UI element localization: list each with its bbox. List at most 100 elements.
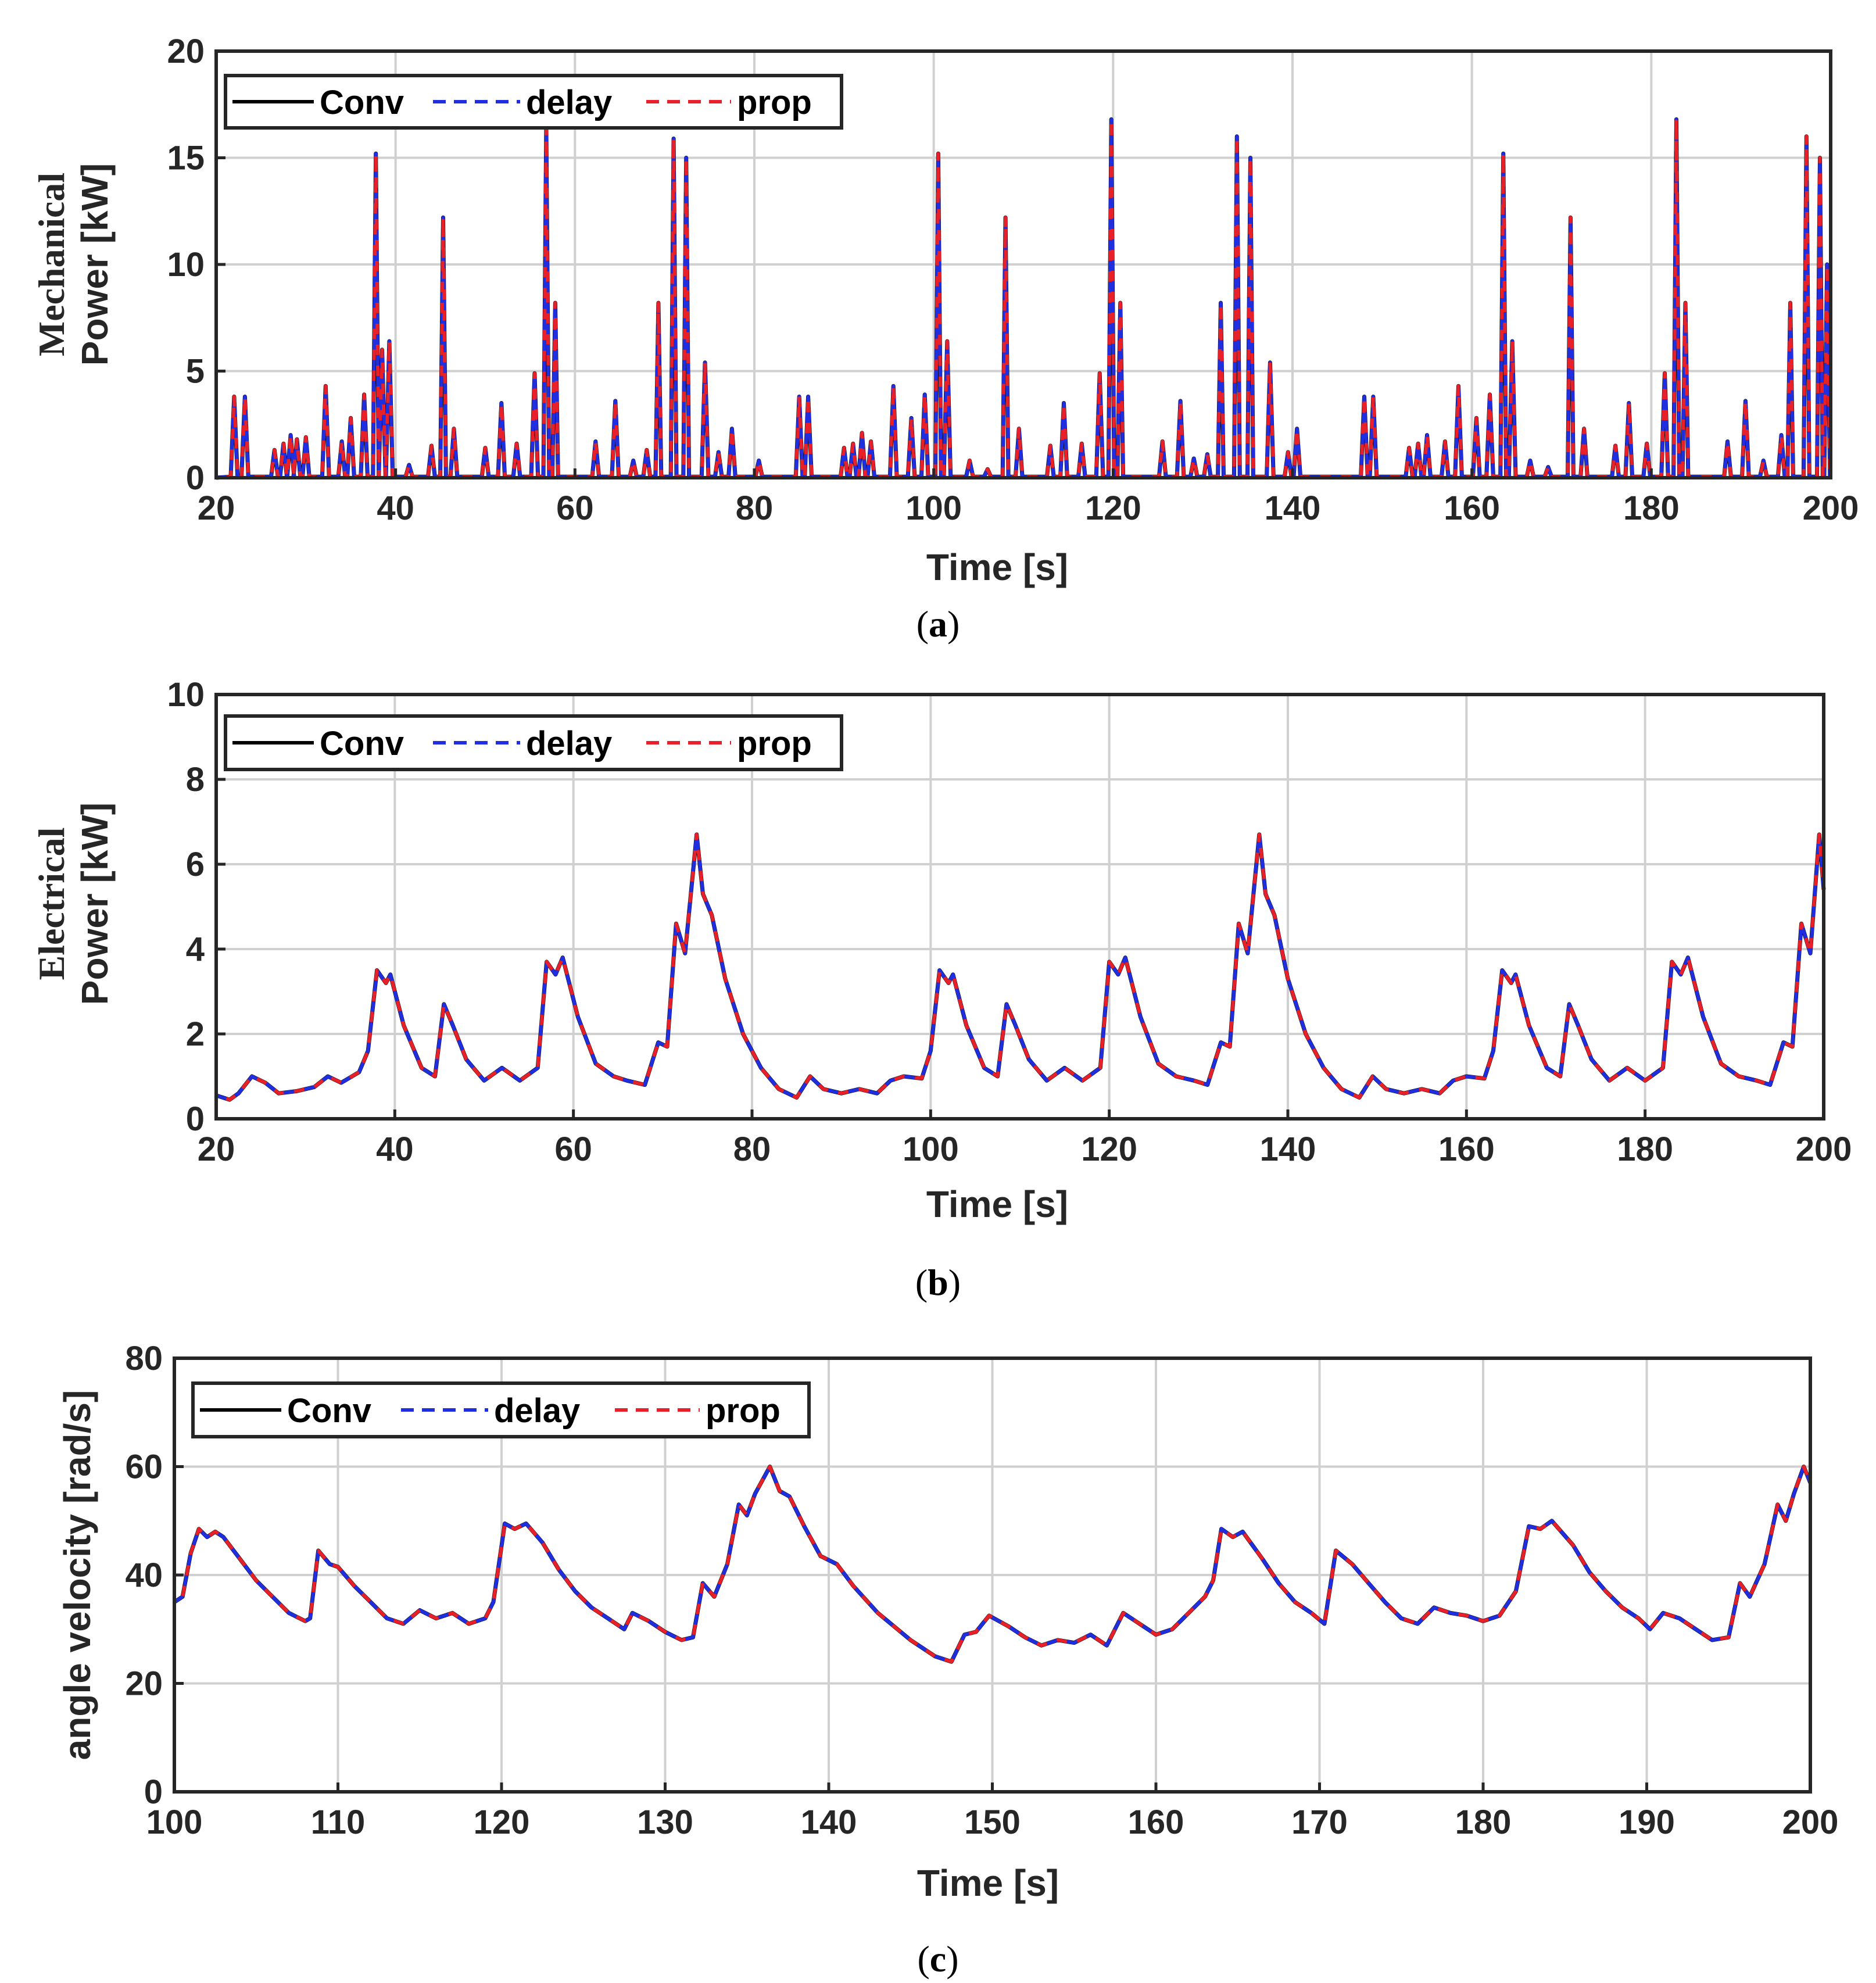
y-tick-label: 10 — [167, 246, 205, 284]
y-tick-label: 6 — [186, 846, 205, 883]
series-conv-line — [215, 832, 1826, 1102]
panel-c-y-axis-label: angle velocity [rad/s] — [56, 1390, 98, 1760]
x-tick-label: 150 — [964, 1803, 1021, 1841]
panel-b-legend-conv-label: Conv — [320, 725, 404, 763]
panel-a-series-conv — [216, 117, 1832, 480]
panel-a-legend-box — [224, 74, 843, 130]
x-tick-label: 40 — [376, 1130, 414, 1168]
panel-a: 20 40 60 80 100 120 140 160 180 200 0 5 10 15 20 Conv… — [31, 33, 1859, 645]
panel-b-legend-delay-label: delay — [526, 725, 612, 763]
x-tick-label: 160 — [1444, 489, 1500, 527]
x-tick-label: 200 — [1782, 1803, 1839, 1841]
panel-b-legend-prop-label: prop — [737, 725, 812, 763]
x-tick-label: 20 — [198, 489, 235, 527]
panel-b-x-axis-label: Time [s] — [926, 1183, 1068, 1225]
panel-a-legend-delay-label: delay — [526, 84, 612, 121]
y-tick-label: 0 — [144, 1773, 163, 1811]
x-tick-label: 100 — [905, 489, 962, 527]
x-tick-label: 180 — [1455, 1803, 1512, 1841]
panel-b-y-ticks: 0 2 4 6 8 10 — [167, 676, 225, 1138]
y-tick-label: 5 — [186, 353, 205, 391]
x-tick-label: 140 — [1265, 489, 1321, 527]
panel-b-legend-box — [224, 714, 843, 771]
panel-c-legend: Conv delay prop — [191, 1381, 811, 1438]
panel-a-x-ticks: 20 40 60 80 100 120 140 160 180 200 — [198, 468, 1859, 527]
x-tick-label: 110 — [311, 1803, 366, 1841]
panel-c-legend-prop-label: prop — [706, 1392, 781, 1430]
x-tick-label: 120 — [1085, 489, 1141, 527]
x-tick-label: 80 — [736, 489, 774, 527]
y-tick-label: 2 — [186, 1015, 205, 1053]
y-tick-label: 20 — [125, 1665, 163, 1703]
y-tick-label: 10 — [167, 676, 205, 714]
panel-b-legend: Conv delay prop — [224, 714, 843, 771]
series-prop-line — [216, 117, 1832, 479]
y-tick-label: 8 — [186, 761, 205, 799]
panel-a-y-axis-label-line1: Mechanical — [31, 173, 72, 356]
panel-a-legend-prop-label: prop — [737, 84, 812, 121]
y-tick-label: 15 — [167, 139, 205, 177]
panel-a-legend: Conv delay prop — [224, 74, 843, 130]
y-tick-label: 60 — [125, 1448, 163, 1486]
panel-b-y-axis-label-line1: Electrical — [31, 828, 72, 980]
y-tick-label: 4 — [186, 930, 205, 968]
series-prop-line — [216, 832, 1825, 1102]
panel-c-series-prop — [173, 1465, 1812, 1664]
panel-c-legend-conv-label: Conv — [287, 1392, 371, 1430]
y-tick-label: 0 — [186, 1100, 205, 1138]
panel-a-x-axis-label: Time [s] — [926, 546, 1068, 588]
x-tick-label: 40 — [377, 489, 414, 527]
x-tick-label: 180 — [1617, 1130, 1673, 1168]
panel-c-series-delay — [173, 1465, 1812, 1664]
x-tick-label: 20 — [198, 1130, 235, 1168]
panel-c-x-ticks: 100 110 120 130 140 150 160 170 180 190 200 — [146, 1782, 1839, 1841]
x-tick-label: 60 — [556, 489, 594, 527]
x-tick-label: 190 — [1619, 1803, 1675, 1841]
panel-c: 100 110 120 130 140 150 160 170 180 190 200 0 20 40 6… — [56, 1340, 1838, 1980]
panel-a-caption: (a) — [916, 603, 960, 645]
panel-b-series-prop — [216, 832, 1825, 1102]
x-tick-label: 120 — [1081, 1130, 1137, 1168]
panel-a-series-prop — [216, 117, 1832, 479]
x-tick-label: 140 — [801, 1803, 857, 1841]
x-tick-label: 80 — [733, 1130, 771, 1168]
series-conv-line — [216, 117, 1832, 480]
panel-b: 20 40 60 80 100 120 140 160 180 200 0 2 4 6 8 10 Conv … — [31, 676, 1852, 1303]
y-tick-label: 80 — [125, 1340, 163, 1377]
panel-c-legend-delay-label: delay — [494, 1392, 580, 1430]
y-tick-label: 20 — [167, 33, 205, 70]
panel-c-legend-box — [191, 1381, 811, 1438]
series-prop-line — [173, 1465, 1812, 1664]
panel-b-series-conv — [215, 832, 1826, 1102]
x-tick-label: 100 — [903, 1130, 959, 1168]
panel-b-y-axis-label-line2: Power [kW] — [74, 803, 116, 1005]
panel-c-x-axis-label: Time [s] — [917, 1862, 1059, 1904]
x-tick-label: 120 — [474, 1803, 530, 1841]
x-tick-label: 200 — [1796, 1130, 1852, 1168]
panel-a-legend-conv-label: Conv — [320, 84, 404, 121]
x-tick-label: 160 — [1438, 1130, 1495, 1168]
x-tick-label: 140 — [1260, 1130, 1316, 1168]
series-delay-line — [216, 117, 1832, 479]
panel-a-y-ticks: 0 5 10 15 20 — [167, 33, 225, 497]
x-tick-label: 130 — [637, 1803, 693, 1841]
x-tick-label: 60 — [554, 1130, 592, 1168]
x-tick-label: 100 — [146, 1803, 203, 1841]
panel-a-y-axis-label-line2: Power [kW] — [74, 163, 116, 366]
panel-c-y-ticks: 0 20 40 60 80 — [125, 1340, 184, 1811]
panel-a-series-delay — [216, 117, 1832, 479]
x-tick-label: 180 — [1623, 489, 1680, 527]
x-tick-label: 170 — [1291, 1803, 1348, 1841]
x-tick-label: 200 — [1803, 489, 1859, 527]
panel-b-x-ticks: 20 40 60 80 100 120 140 160 180 200 — [198, 1109, 1852, 1168]
x-tick-label: 160 — [1128, 1803, 1184, 1841]
y-tick-label: 40 — [125, 1556, 163, 1594]
panel-b-caption: (b) — [915, 1262, 961, 1303]
series-delay-line — [173, 1465, 1812, 1664]
panel-b-series-delay — [216, 832, 1825, 1102]
series-delay-line — [216, 832, 1825, 1102]
panel-b-plot-frame — [214, 693, 1825, 1121]
panel-c-caption: (c) — [917, 1938, 958, 1980]
y-tick-label: 0 — [186, 459, 205, 497]
